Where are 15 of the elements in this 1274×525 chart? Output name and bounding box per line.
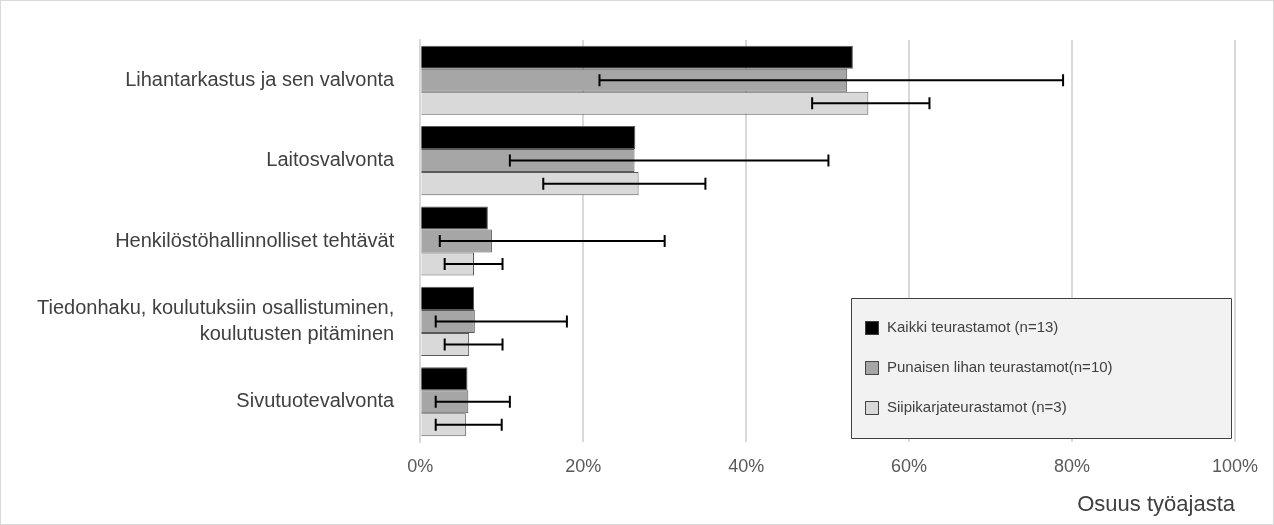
- y-tick-label: Tiedonhaku, koulutuksiin osallistuminen, koulutusten pitäminen: [36, 295, 395, 344]
- x-tick-label: 60%: [891, 455, 928, 476]
- x-tick-label: 80%: [1054, 455, 1091, 476]
- x-tick-label: 40%: [728, 455, 765, 476]
- y-tick-label: Sivutuotevalvonta: [236, 389, 396, 412]
- legend-label: Kaikki teurastamot (n=13): [887, 318, 1059, 336]
- x-axis-title: Osuus työajasta: [1077, 490, 1236, 516]
- y-tick-label: Henkilöstöhallinnolliset tehtävät: [115, 228, 395, 251]
- x-tick-label: 0%: [407, 455, 434, 476]
- x-tick-label: 20%: [565, 455, 602, 476]
- y-tick-label: Laitosvalvonta: [266, 148, 396, 171]
- y-tick-label: Lihantarkastus ja sen valvonta: [125, 67, 396, 90]
- legend-label: Punaisen lihan teurastamot(n=10): [887, 358, 1113, 376]
- x-tick-label: 100%: [1211, 455, 1259, 476]
- legend-label: Siipikarjateurastamot (n=3): [887, 398, 1067, 416]
